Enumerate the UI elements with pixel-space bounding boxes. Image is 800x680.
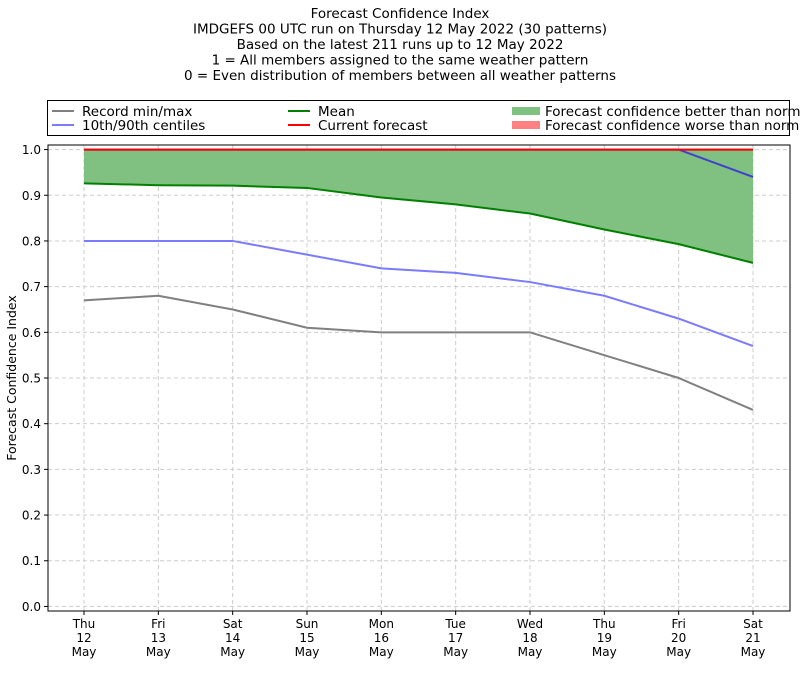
x-tick-label: May (592, 645, 617, 659)
y-tick-label: 0.1 (22, 554, 41, 568)
x-tick-label: 16 (374, 631, 389, 645)
x-tick-label: 15 (299, 631, 314, 645)
x-tick-label: May (146, 645, 171, 659)
x-tick-label: May (518, 645, 543, 659)
y-tick-label: 0.4 (22, 417, 41, 431)
better-than-normal-fill (84, 150, 753, 263)
x-tick-label: Thu (592, 617, 616, 631)
x-tick-label: Sat (223, 617, 243, 631)
chart-title-line: IMDGEFS 00 UTC run on Thursday 12 May 20… (193, 22, 607, 38)
chart-title-line: Based on the latest 211 runs up to 12 Ma… (237, 37, 564, 53)
legend-label: 10th/90th centiles (82, 118, 205, 134)
x-tick-label: Wed (517, 617, 543, 631)
legend-label: Current forecast (318, 118, 428, 134)
y-tick-label: 0.3 (22, 463, 41, 477)
x-tick-label: Mon (369, 617, 394, 631)
x-tick-label: 18 (522, 631, 537, 645)
x-tick-label: 13 (151, 631, 166, 645)
x-tick-label: May (220, 645, 245, 659)
x-tick-label: 12 (76, 631, 91, 645)
x-tick-label: Fri (672, 617, 686, 631)
x-tick-label: May (666, 645, 691, 659)
series-line-record-min (84, 296, 753, 410)
x-tick-label: 21 (745, 631, 760, 645)
series-line-p10 (84, 241, 753, 346)
chart-title-line: 1 = All members assigned to the same wea… (212, 53, 589, 69)
y-axis-label: Forecast Confidence Index (4, 295, 19, 461)
x-tick-label: Thu (72, 617, 96, 631)
x-tick-label: May (369, 645, 394, 659)
x-tick-label: Sun (296, 617, 319, 631)
chart-title-line: 0 = Even distribution of members between… (184, 68, 616, 84)
x-tick-label: 20 (671, 631, 686, 645)
x-tick-label: Sat (743, 617, 763, 631)
x-tick-label: Fri (151, 617, 165, 631)
legend-swatch-5 (512, 121, 540, 129)
y-tick-label: 0.6 (22, 326, 41, 340)
x-tick-label: Tue (444, 617, 466, 631)
y-tick-label: 0.5 (22, 372, 41, 386)
y-tick-label: 1.0 (22, 143, 41, 157)
legend-label: Forecast confidence worse than normal (545, 118, 800, 134)
legend-swatch-4 (512, 107, 540, 115)
y-tick-label: 0.8 (22, 234, 41, 248)
x-tick-label: 14 (225, 631, 240, 645)
x-tick-label: May (295, 645, 320, 659)
x-tick-label: May (443, 645, 468, 659)
y-tick-label: 0.2 (22, 509, 41, 523)
x-tick-label: May (72, 645, 97, 659)
y-tick-label: 0.0 (22, 600, 41, 614)
x-tick-label: May (741, 645, 766, 659)
x-tick-label: 19 (597, 631, 612, 645)
y-tick-label: 0.7 (22, 280, 41, 294)
y-tick-label: 0.9 (22, 189, 41, 203)
x-tick-label: 17 (448, 631, 463, 645)
chart-title-line: Forecast Confidence Index (311, 6, 490, 22)
